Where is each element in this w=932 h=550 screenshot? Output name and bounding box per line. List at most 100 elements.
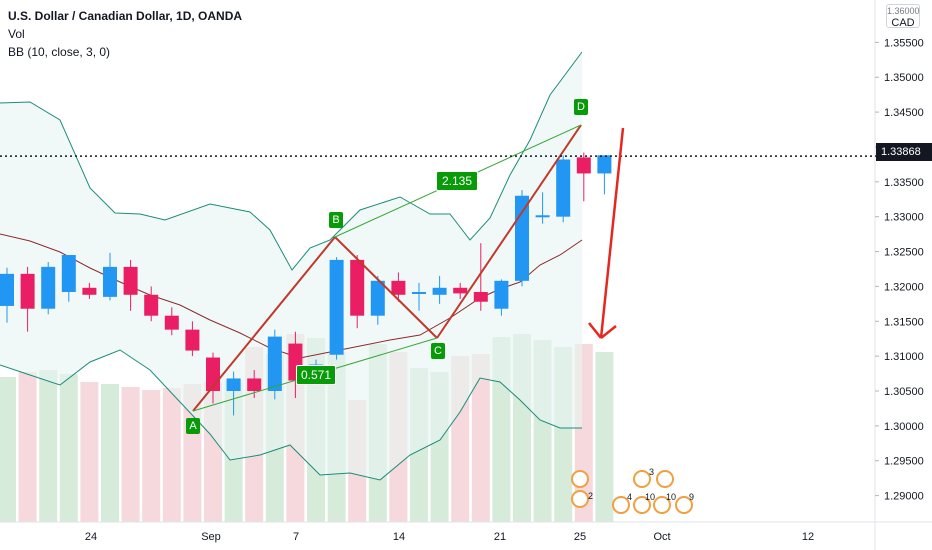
time-tick-label: Oct: [653, 531, 670, 543]
last-price-label: 1.33868: [876, 143, 932, 161]
price-tick-label: 1.31500: [884, 316, 924, 328]
price-tick-label: 1.29000: [884, 491, 924, 503]
candle-body: [432, 287, 447, 295]
canada-flag-icon[interactable]: [633, 470, 651, 488]
price-axis-top-label: 1.36000: [887, 6, 920, 16]
ratio-label-bcd[interactable]: 2.135: [436, 171, 478, 191]
ratio-label-abc[interactable]: 0.571: [296, 365, 336, 385]
vol-indicator-label[interactable]: Vol: [8, 27, 25, 41]
price-tick-label: 1.31000: [884, 351, 924, 363]
canada-flag-icon[interactable]: [571, 470, 589, 488]
candle-body: [329, 259, 344, 355]
volume-bar: [142, 390, 161, 522]
volume-layer: [0, 334, 614, 522]
price-tick-label: 1.32000: [884, 281, 924, 293]
time-tick-label: 7: [293, 531, 299, 543]
bollinger-upper-line: [0, 51, 583, 271]
candle-body: [144, 294, 159, 316]
volume-bar: [18, 372, 37, 522]
us-flag-icon[interactable]: [675, 496, 693, 514]
price-tick-label: 1.35000: [884, 72, 924, 84]
volume-bar: [0, 377, 16, 522]
price-tick-label: 1.34500: [884, 107, 924, 119]
candle-body: [473, 291, 488, 302]
price-tick-label: 1.35500: [884, 37, 924, 49]
pattern-leg-cd: [436, 124, 582, 339]
candle-body: [412, 291, 426, 294]
candle-body: [247, 378, 262, 391]
candle-body: [350, 259, 365, 316]
candle-body: [535, 215, 550, 218]
candle-body: [597, 155, 612, 174]
time-tick-label: Sep: [201, 531, 221, 543]
us-flag-icon[interactable]: [653, 496, 671, 514]
candle-body: [61, 255, 76, 292]
bollinger-lower-line: [0, 349, 582, 481]
currency-label: CAD: [891, 17, 915, 29]
us-flag-icon[interactable]: [612, 496, 630, 514]
volume-bar: [101, 384, 119, 522]
volume-bar: [121, 387, 140, 522]
candle-body: [164, 315, 179, 330]
candle-body: [41, 266, 56, 309]
volume-bar: [162, 388, 181, 522]
candle-body: [20, 273, 35, 309]
pattern-point-b[interactable]: B: [329, 212, 343, 228]
candles-layer: [0, 152, 612, 416]
candle-body: [103, 266, 117, 297]
candle-body: [556, 159, 571, 217]
canada-flag-icon[interactable]: [571, 490, 589, 508]
candle-body: [185, 329, 200, 351]
price-axis: 1.355001.350001.345001.340001.335001.330…: [874, 0, 924, 550]
volume-bar: [595, 352, 614, 522]
volume-bar: [59, 374, 78, 522]
down-arrow-head-right: [600, 325, 617, 339]
event-count: 10: [645, 492, 656, 502]
canada-flag-icon[interactable]: [656, 470, 674, 488]
candle-body: [576, 157, 591, 174]
pattern-leg-xa: [192, 236, 336, 412]
candle-body: [494, 280, 509, 309]
volume-bar: [471, 354, 490, 522]
candle-body: [82, 287, 97, 295]
time-tick-label: 12: [802, 531, 814, 543]
candle-body: [0, 273, 14, 306]
price-tick-label: 1.30000: [884, 421, 924, 433]
price-tick-label: 1.32500: [884, 247, 924, 259]
chart-title: U.S. Dollar / Canadian Dollar, 1D, OANDA: [8, 9, 243, 23]
event-count: 3: [649, 467, 655, 477]
candle-body: [515, 195, 529, 281]
forecast-arrow: [588, 127, 625, 339]
candle-body: [267, 336, 282, 391]
event-count: 2: [588, 491, 594, 501]
price-tick-label: 1.33000: [884, 212, 924, 224]
candle-body: [226, 378, 241, 391]
pattern-point-a[interactable]: A: [186, 418, 200, 434]
event-count: 4: [627, 492, 633, 502]
pattern-point-d[interactable]: D: [574, 99, 588, 115]
candle-body: [123, 266, 138, 295]
price-tick-label: 1.30500: [884, 386, 924, 398]
bb-indicator-label[interactable]: BB (10, close, 3, 0): [8, 45, 111, 59]
price-tick-label: 1.29500: [884, 456, 924, 468]
time-axis: 24 Sep 7 14 21 25 Oct 12: [0, 521, 932, 543]
volume-bar: [80, 382, 99, 522]
time-tick-label: 21: [494, 531, 506, 543]
us-flag-icon[interactable]: [633, 496, 651, 514]
pattern-leg-bc: [334, 236, 438, 339]
currency-badge[interactable]: 1.36000 CAD: [886, 4, 920, 29]
time-tick-label: 25: [574, 531, 586, 543]
bollinger-fill-layer: [0, 52, 582, 480]
candle-body: [370, 280, 385, 316]
down-arrow-shaft: [599, 127, 625, 339]
candle-body: [453, 287, 468, 294]
price-tick-label: 1.33500: [884, 177, 924, 189]
time-tick-label: 14: [393, 531, 405, 543]
candle-body: [391, 280, 406, 295]
time-tick-label: 24: [85, 531, 97, 543]
pattern-point-c[interactable]: C: [431, 343, 445, 359]
event-count: 9: [689, 492, 695, 502]
volume-bar: [39, 370, 58, 522]
down-arrow-head-left: [588, 322, 602, 339]
